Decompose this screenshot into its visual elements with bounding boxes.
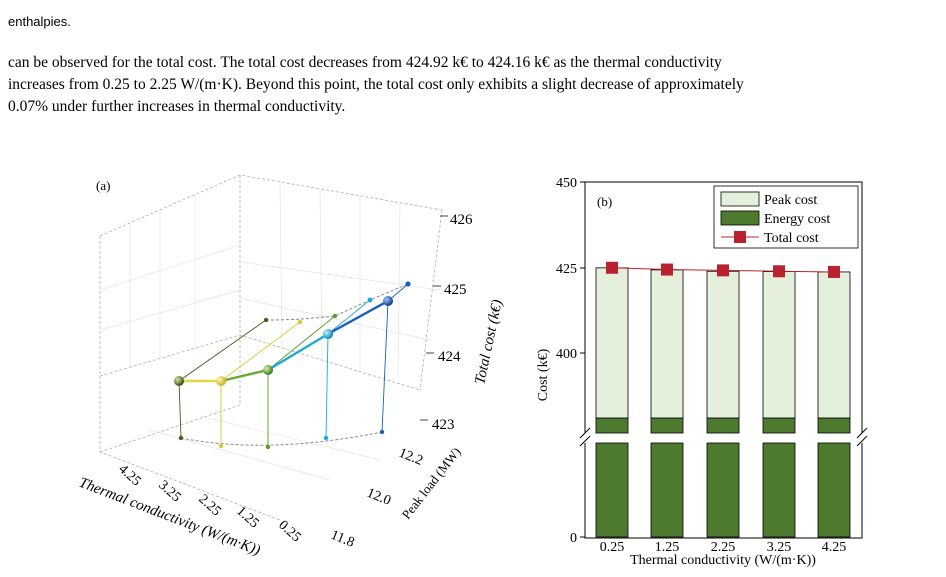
y-axis-tick-marks bbox=[580, 181, 585, 538]
floor-dot bbox=[265, 444, 271, 450]
wall-dot bbox=[405, 281, 411, 287]
x-tick-label: 0.25 bbox=[275, 518, 303, 546]
wall-dot bbox=[297, 319, 303, 325]
z-tick-label: 426 bbox=[450, 212, 473, 228]
panel-a-3d-chart: 423 424 425 426 Total cost (k€) 11.8 12.… bbox=[77, 174, 506, 559]
x-tick-label: 3.25 bbox=[767, 540, 792, 555]
legend-swatch-energy bbox=[720, 210, 760, 226]
y-tick-label: 450 bbox=[556, 176, 577, 191]
total-cost-marker bbox=[828, 265, 840, 278]
floor-dot bbox=[323, 435, 329, 441]
data-point-sphere bbox=[323, 329, 333, 339]
peak-cost-bar bbox=[706, 270, 740, 419]
floor-dot bbox=[218, 443, 224, 449]
legend-swatch-peak bbox=[720, 191, 760, 207]
floor-projection-curve bbox=[180, 431, 383, 446]
z-axis-label: Total cost (k€) bbox=[472, 298, 506, 386]
total-cost-marker bbox=[717, 264, 729, 277]
x-tick-label: 4.25 bbox=[115, 462, 143, 490]
y-tick-label: 11.8 bbox=[329, 528, 357, 551]
axis-break-gap bbox=[570, 433, 870, 443]
energy-cost-bar bbox=[595, 417, 629, 434]
z-tick-label: 424 bbox=[438, 349, 461, 365]
y-axis-ticks: 450 425 400 0 bbox=[556, 176, 577, 546]
energy-cost-bar bbox=[650, 417, 684, 434]
paragraph-line: can be observed for the total cost. The … bbox=[8, 54, 722, 71]
wall-dot bbox=[367, 297, 373, 303]
energy-cost-bar-lower bbox=[762, 442, 796, 538]
energy-cost-bar bbox=[706, 417, 740, 434]
panel-label-a: (a) bbox=[96, 178, 110, 193]
energy-cost-bar-lower bbox=[595, 442, 629, 538]
energy-cost-bar bbox=[762, 417, 796, 434]
x-tick-label: 2.25 bbox=[195, 492, 223, 520]
total-cost-marker bbox=[773, 265, 785, 278]
x-axis-ticks: 0.25 1.25 2.25 3.25 4.25 bbox=[600, 540, 847, 555]
panel-label-b: (b) bbox=[597, 194, 612, 209]
x-tick-label: 2.25 bbox=[711, 540, 736, 555]
drop-lines bbox=[178, 283, 409, 447]
total-cost-3d-line bbox=[179, 299, 389, 383]
wall-dot bbox=[263, 317, 269, 323]
data-point-sphere bbox=[263, 365, 273, 375]
y-tick-label: 0 bbox=[570, 531, 577, 546]
wall-dot bbox=[332, 313, 338, 319]
total-cost-marker bbox=[661, 263, 673, 276]
peak-cost-bar bbox=[595, 267, 629, 419]
peak-cost-bar bbox=[817, 271, 851, 419]
z-axis-ticks: 423 424 425 426 bbox=[420, 212, 473, 433]
body-paragraph: can be observed for the total cost. The … bbox=[8, 52, 938, 118]
z-tick-label: 423 bbox=[432, 417, 455, 433]
peak-cost-bar bbox=[650, 269, 684, 419]
paragraph-line: increases from 0.25 to 2.25 W/(m·K). Bey… bbox=[8, 76, 744, 93]
energy-cost-bar bbox=[817, 417, 851, 434]
x-tick-label: 0.25 bbox=[600, 540, 625, 555]
x-tick-label: 4.25 bbox=[822, 540, 847, 555]
data-point-sphere bbox=[383, 296, 393, 306]
energy-cost-bar-lower bbox=[817, 442, 851, 538]
x-tick-label: 1.25 bbox=[233, 504, 261, 532]
data-point-sphere bbox=[174, 376, 184, 386]
x-tick-label: 1.25 bbox=[655, 540, 680, 555]
wall-gridlines bbox=[99, 181, 441, 481]
floor-dot bbox=[379, 429, 385, 435]
x-axis-label: Thermal conductivity (W/(m·K)) bbox=[630, 553, 816, 568]
caption-tail: enthalpies. bbox=[8, 14, 71, 29]
paragraph-line: 0.07% under further increases in thermal… bbox=[8, 98, 346, 115]
y-axis-label: Cost (k€) bbox=[536, 348, 551, 401]
y-tick-label: 12.2 bbox=[397, 446, 425, 469]
bars-group bbox=[595, 261, 851, 538]
plot-box-frame bbox=[99, 174, 443, 521]
data-point-sphere bbox=[216, 376, 226, 386]
energy-cost-bar-lower bbox=[650, 442, 684, 538]
plot-frame bbox=[584, 181, 863, 539]
wall-projection-curve bbox=[265, 283, 409, 321]
legend-label: Peak cost bbox=[764, 193, 817, 208]
floor-dot bbox=[178, 435, 184, 441]
legend: Peak cost Energy cost Total cost bbox=[713, 185, 859, 249]
legend-marker-total bbox=[734, 231, 746, 243]
legend-label: Energy cost bbox=[764, 212, 830, 227]
total-cost-marker bbox=[606, 261, 618, 274]
y-tick-label: 400 bbox=[556, 347, 577, 362]
z-tick-label: 425 bbox=[444, 282, 467, 298]
energy-cost-bar-lower bbox=[706, 442, 740, 538]
floor-dots bbox=[178, 281, 411, 450]
y-tick-label: 425 bbox=[556, 262, 577, 277]
y-tick-label: 12.0 bbox=[365, 486, 393, 509]
legend-label: Total cost bbox=[764, 231, 819, 246]
axis-break-marks bbox=[579, 427, 868, 447]
peak-cost-bar bbox=[762, 271, 796, 419]
panel-b-bar-chart: 450 425 400 0 Cost (k€) 0.25 1.25 2.25 3… bbox=[536, 176, 870, 568]
